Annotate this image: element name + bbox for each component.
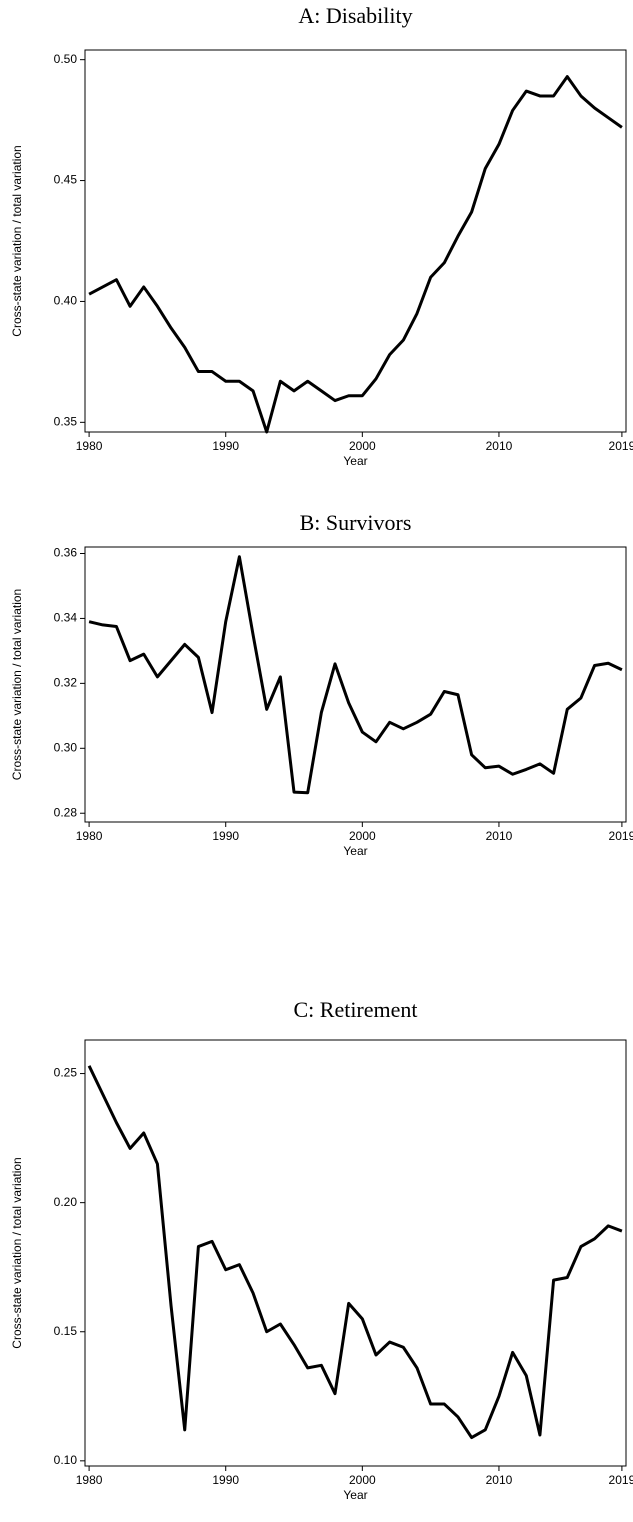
plot-frame bbox=[84, 49, 627, 433]
x-tick-label: 1990 bbox=[212, 829, 239, 843]
x-tick-label: 2000 bbox=[349, 1473, 376, 1487]
x-tick-label: 2010 bbox=[486, 1473, 513, 1487]
chart-title: B: Survivors bbox=[300, 510, 412, 535]
x-tick-label: 1990 bbox=[212, 1473, 239, 1487]
x-tick-label: 2019 bbox=[609, 1473, 633, 1487]
y-tick-label: 0.32 bbox=[54, 676, 78, 690]
x-tick-label: 2000 bbox=[349, 439, 376, 453]
y-tick-label: 0.20 bbox=[54, 1195, 78, 1209]
y-tick-label: 0.30 bbox=[54, 740, 78, 754]
x-tick-label: 2000 bbox=[349, 829, 376, 843]
x-axis-label: Year bbox=[343, 844, 367, 858]
data-line bbox=[87, 1065, 623, 1440]
y-axis-label: Cross-state variation / total variation bbox=[10, 1157, 24, 1348]
y-tick-label: 0.36 bbox=[54, 546, 78, 560]
y-tick-label: 0.45 bbox=[54, 173, 78, 187]
data-line bbox=[88, 75, 623, 434]
x-tick-label: 2019 bbox=[609, 439, 633, 453]
y-tick-label: 0.15 bbox=[54, 1324, 78, 1338]
x-tick-label: 1980 bbox=[76, 829, 103, 843]
x-tick-label: 1980 bbox=[76, 1473, 103, 1487]
x-tick-label: 1990 bbox=[212, 439, 239, 453]
x-tick-label: 2010 bbox=[486, 829, 513, 843]
plot-frame bbox=[84, 1039, 627, 1467]
chart-title: A: Disability bbox=[298, 3, 412, 28]
plot-frame bbox=[84, 546, 627, 823]
x-axis-label: Year bbox=[343, 1488, 367, 1502]
y-tick-label: 0.25 bbox=[54, 1066, 78, 1080]
y-tick-label: 0.40 bbox=[54, 294, 78, 308]
y-axis-label: Cross-state variation / total variation bbox=[10, 145, 24, 336]
x-tick-label: 1980 bbox=[76, 439, 103, 453]
y-tick-label: 0.35 bbox=[54, 415, 78, 429]
x-axis-label: Year bbox=[343, 454, 367, 468]
data-line bbox=[88, 555, 623, 795]
y-tick-label: 0.28 bbox=[54, 805, 78, 819]
y-tick-label: 0.50 bbox=[54, 52, 78, 66]
chart-title: C: Retirement bbox=[293, 997, 417, 1022]
y-tick-label: 0.10 bbox=[54, 1453, 78, 1467]
x-tick-label: 2019 bbox=[609, 829, 633, 843]
y-axis-label: Cross-state variation / total variation bbox=[10, 589, 24, 780]
x-tick-label: 2010 bbox=[486, 439, 513, 453]
y-tick-label: 0.34 bbox=[54, 611, 78, 625]
